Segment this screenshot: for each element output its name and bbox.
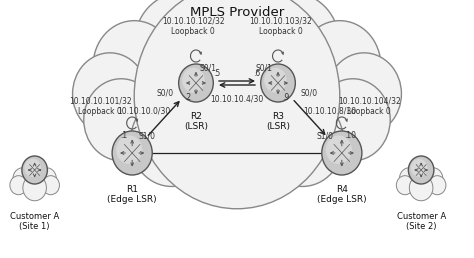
Circle shape bbox=[261, 96, 344, 187]
Text: 10.10.10.104/32
Loopback 0: 10.10.10.104/32 Loopback 0 bbox=[338, 96, 401, 116]
Text: .1: .1 bbox=[120, 131, 128, 140]
Circle shape bbox=[196, 103, 278, 193]
Text: 10.10.10.101/32
Loopback 0: 10.10.10.101/32 Loopback 0 bbox=[69, 96, 132, 116]
Text: Customer A
(Site 1): Customer A (Site 1) bbox=[10, 212, 59, 231]
Text: R2
(LSR): R2 (LSR) bbox=[184, 112, 208, 131]
Circle shape bbox=[134, 0, 340, 209]
Circle shape bbox=[322, 131, 362, 175]
Circle shape bbox=[299, 21, 381, 111]
Circle shape bbox=[10, 176, 27, 195]
Circle shape bbox=[116, 135, 142, 164]
Circle shape bbox=[179, 64, 213, 102]
Text: MPLS Provider: MPLS Provider bbox=[190, 6, 284, 19]
Circle shape bbox=[134, 0, 228, 95]
Circle shape bbox=[326, 135, 352, 164]
Circle shape bbox=[93, 21, 175, 111]
Text: 10.10.10.102/32
Loopback 0: 10.10.10.102/32 Loopback 0 bbox=[162, 17, 225, 36]
Circle shape bbox=[396, 176, 414, 195]
Text: 10.10.10.4/30: 10.10.10.4/30 bbox=[210, 94, 264, 103]
Circle shape bbox=[411, 159, 428, 177]
Text: S0/0: S0/0 bbox=[301, 88, 318, 97]
Text: S1/0: S1/0 bbox=[317, 131, 334, 140]
Text: 10.10.10.103/32
Loopback 0: 10.10.10.103/32 Loopback 0 bbox=[249, 17, 312, 36]
Text: 10.10.10.0/30: 10.10.10.0/30 bbox=[118, 106, 171, 115]
Circle shape bbox=[36, 168, 56, 189]
Circle shape bbox=[410, 175, 433, 201]
Circle shape bbox=[22, 159, 47, 187]
Circle shape bbox=[185, 0, 289, 94]
Circle shape bbox=[423, 168, 443, 189]
Circle shape bbox=[327, 53, 401, 135]
Text: Customer A
(Site 2): Customer A (Site 2) bbox=[397, 212, 446, 231]
Circle shape bbox=[246, 0, 340, 95]
Circle shape bbox=[25, 159, 41, 177]
Circle shape bbox=[13, 168, 33, 189]
Circle shape bbox=[112, 131, 152, 175]
Circle shape bbox=[264, 68, 287, 93]
Text: .10: .10 bbox=[345, 131, 356, 140]
Circle shape bbox=[73, 53, 147, 135]
Text: S0/1: S0/1 bbox=[200, 63, 216, 72]
Circle shape bbox=[84, 79, 158, 161]
Text: S1/0: S1/0 bbox=[138, 131, 155, 140]
Text: .2: .2 bbox=[184, 93, 191, 102]
Text: R4
(Edge LSR): R4 (Edge LSR) bbox=[317, 185, 367, 204]
Circle shape bbox=[428, 176, 446, 195]
Circle shape bbox=[182, 68, 205, 93]
Circle shape bbox=[400, 168, 419, 189]
Text: .6: .6 bbox=[254, 69, 261, 78]
Text: R1
(Edge LSR): R1 (Edge LSR) bbox=[107, 185, 157, 204]
Circle shape bbox=[23, 175, 46, 201]
Text: .9: .9 bbox=[283, 93, 290, 102]
Circle shape bbox=[130, 96, 213, 187]
Text: S0/1: S0/1 bbox=[256, 63, 273, 72]
Circle shape bbox=[316, 79, 390, 161]
Text: S0/0: S0/0 bbox=[156, 88, 173, 97]
Circle shape bbox=[409, 156, 434, 184]
Circle shape bbox=[261, 64, 295, 102]
Circle shape bbox=[22, 156, 47, 184]
Text: R3
(LSR): R3 (LSR) bbox=[266, 112, 290, 131]
Text: .5: .5 bbox=[213, 69, 220, 78]
Text: 10.10.10.8/30: 10.10.10.8/30 bbox=[303, 106, 356, 115]
Circle shape bbox=[42, 176, 59, 195]
Circle shape bbox=[409, 159, 434, 187]
